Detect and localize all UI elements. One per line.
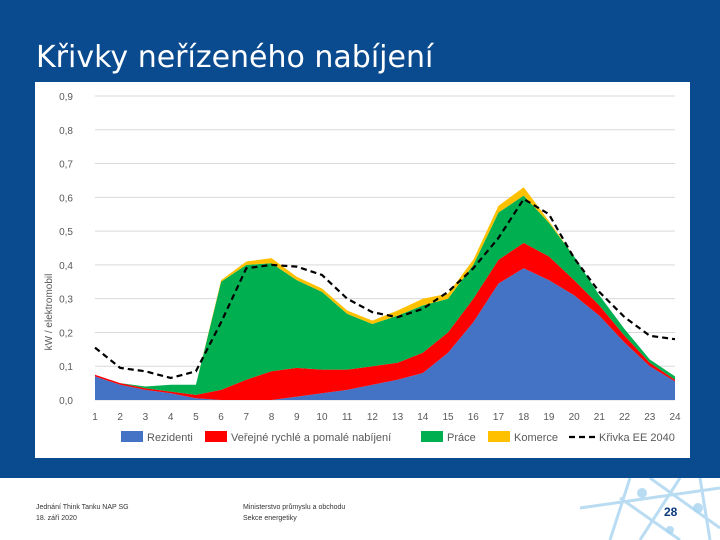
x-tick-label: 8 — [269, 412, 275, 423]
slide-title: Křivky neřízeného nabíjení — [36, 40, 434, 75]
x-tick-label: 3 — [143, 412, 149, 423]
footer-section: Sekce energetiky — [243, 515, 297, 522]
y-tick-label: 0,6 — [59, 193, 73, 204]
y-tick-label: 0,0 — [59, 396, 73, 407]
x-tick-label: 4 — [168, 412, 174, 423]
area-series-rezidenti — [95, 268, 675, 400]
x-tick-label: 12 — [367, 412, 379, 423]
x-tick-label: 1 — [92, 412, 98, 423]
decorative-network-graphic — [579, 478, 720, 540]
x-tick-label: 9 — [294, 412, 300, 423]
x-tick-label: 6 — [218, 412, 224, 423]
y-tick-label: 0,5 — [59, 227, 73, 238]
page-number: 28 — [664, 505, 678, 519]
x-tick-label: 18 — [518, 412, 530, 423]
y-tick-label: 0,1 — [59, 362, 73, 373]
legend-label: Křivka EE 2040 — [599, 432, 675, 444]
legend-label: Práce — [447, 432, 476, 444]
x-tick-label: 23 — [644, 412, 656, 423]
x-tick-label: 17 — [493, 412, 505, 423]
legend-swatch — [205, 431, 227, 442]
legend-label: Veřejné rychlé a pomalé nabíjení — [231, 432, 391, 444]
legend: Rezidenti Veřejné rychlé a pomalé nabíjen… — [121, 431, 675, 444]
footer-meeting-info: Jednání Think Tanku NAP SG 18. září 2020 — [36, 502, 129, 524]
x-tick-label: 10 — [316, 412, 328, 423]
legend-swatch — [488, 431, 510, 442]
y-tick-label: 0,2 — [59, 328, 73, 339]
y-tick-label: 0,9 — [59, 92, 73, 103]
x-tick-label: 11 — [342, 412, 353, 423]
legend-swatch — [421, 431, 443, 442]
legend-swatch — [121, 431, 143, 442]
y-tick-label: 0,7 — [59, 160, 73, 171]
area-series-ve-ejn-rychl-a-pomal-nab-jen- — [95, 242, 675, 400]
footer-organization: Ministerstvo průmyslu a obchodu Sekce en… — [243, 502, 345, 524]
x-tick-label: 5 — [193, 412, 199, 423]
x-tick-label: 13 — [392, 412, 404, 423]
x-tick-label: 2 — [117, 412, 123, 423]
line-series-ee-2040 — [94, 197, 676, 380]
x-tick-label: 22 — [619, 412, 631, 423]
legend-label: Komerce — [514, 432, 558, 444]
legend-label: Rezidenti — [147, 432, 193, 444]
footer-ministry: Ministerstvo průmyslu a obchodu — [243, 504, 346, 511]
x-tick-label: 7 — [244, 412, 250, 423]
x-tick-label: 21 — [594, 412, 606, 423]
footer — [0, 478, 720, 540]
footer-meeting-name: Jednání Think Tanku NAP SG — [36, 504, 129, 511]
y-axis-label: kW / elektromobil — [44, 274, 55, 351]
x-tick-label: 19 — [543, 412, 555, 423]
footer-meeting-date: 18. září 2020 — [36, 515, 77, 522]
y-tick-label: 0,8 — [59, 126, 73, 137]
x-tick-label: 20 — [569, 412, 581, 423]
y-tick-label: 0,4 — [59, 261, 73, 272]
x-tick-label: 16 — [468, 412, 480, 423]
area-series-pr-ce — [95, 195, 675, 395]
y-tick-label: 0,3 — [59, 295, 73, 306]
x-tick-label: 15 — [442, 412, 454, 423]
x-tick-label: 24 — [669, 412, 681, 423]
x-tick-label: 14 — [417, 412, 429, 423]
